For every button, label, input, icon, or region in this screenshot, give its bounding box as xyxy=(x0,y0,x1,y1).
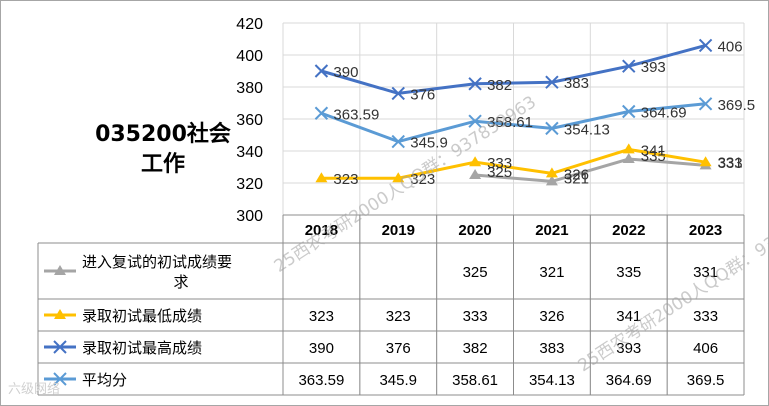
data-point xyxy=(698,97,713,111)
table-cell-value: 335 xyxy=(616,264,641,281)
legend-marker xyxy=(53,340,67,354)
series-line xyxy=(320,102,706,144)
data-label: 333 xyxy=(487,155,512,172)
data-label: 382 xyxy=(487,77,512,94)
table-cell-value: 333 xyxy=(693,308,718,325)
data-label: 325 xyxy=(487,164,512,181)
table-cell-value: 354.13 xyxy=(529,372,575,389)
data-point xyxy=(622,59,636,73)
data-point xyxy=(622,104,636,119)
table-cell-value: 345.9 xyxy=(379,372,417,389)
table-cell-value: 369.5 xyxy=(687,372,725,389)
data-point xyxy=(622,143,635,154)
table-cell-value: 364.69 xyxy=(606,372,652,389)
data-label: 323 xyxy=(410,171,435,188)
table-cell-value: 358.61 xyxy=(452,372,498,389)
y-tick-label: 300 xyxy=(236,208,263,225)
data-label: 369.5 xyxy=(718,97,756,114)
data-point xyxy=(545,167,558,178)
data-point xyxy=(698,38,713,53)
y-tick-label: 380 xyxy=(236,80,263,97)
y-tick-label: 360 xyxy=(236,112,263,129)
legend-label: 进入复试的初试成绩要 xyxy=(82,253,232,271)
table-cell-value: 331 xyxy=(693,264,718,281)
data-point xyxy=(315,172,328,183)
table-cell-value: 382 xyxy=(463,340,488,357)
table-cell-value: 321 xyxy=(539,264,564,281)
data-label: 376 xyxy=(410,86,435,103)
data-label: 345.9 xyxy=(410,135,448,152)
table-cell-value: 326 xyxy=(539,308,564,325)
data-point xyxy=(622,153,635,163)
data-point xyxy=(468,114,482,128)
legend-label-cont: 求 xyxy=(173,273,188,291)
data-label: 341 xyxy=(641,142,666,159)
data-label: 383 xyxy=(564,75,589,92)
table-cell-value: 323 xyxy=(386,308,411,325)
table-cell-value: 323 xyxy=(309,308,334,325)
logo: 六级网络 xyxy=(8,382,61,397)
table-cell-value: 406 xyxy=(693,340,718,357)
table-cell-value: 341 xyxy=(616,308,641,325)
x-tick-label: 2019 xyxy=(382,222,415,239)
chart-title-line1: 035200社会 xyxy=(95,122,231,147)
legend-marker xyxy=(54,265,66,275)
legend-marker xyxy=(53,372,67,386)
legend-label: 录取初试最高成绩 xyxy=(82,339,202,357)
x-tick-label: 2020 xyxy=(458,222,491,239)
data-label: 354.13 xyxy=(564,121,610,138)
data-label: 390 xyxy=(333,64,358,81)
data-label: 406 xyxy=(718,38,743,55)
data-label: 333 xyxy=(718,155,743,172)
chart-title-line2: 工作 xyxy=(140,152,185,177)
x-tick-label: 2023 xyxy=(689,222,722,239)
y-tick-label: 400 xyxy=(236,48,263,65)
data-point xyxy=(314,106,329,120)
data-label: 358.61 xyxy=(487,114,533,131)
table-cell-value: 383 xyxy=(539,340,564,357)
series-line xyxy=(474,157,706,183)
data-label: 364.69 xyxy=(641,104,687,121)
data-point xyxy=(391,134,405,149)
data-point xyxy=(545,75,559,89)
data-label: 331 xyxy=(718,154,743,171)
data-label: 321 xyxy=(564,170,589,187)
data-point xyxy=(391,86,405,101)
table-cell-value: 393 xyxy=(616,340,641,357)
data-point xyxy=(314,64,329,78)
legend-label: 录取初试最低成绩 xyxy=(82,307,202,325)
y-tick-label: 420 xyxy=(236,16,263,33)
legend-label: 平均分 xyxy=(82,371,127,389)
table-cell-value: 390 xyxy=(309,340,334,357)
data-point xyxy=(545,175,558,186)
data-point xyxy=(545,121,559,136)
y-tick-label: 340 xyxy=(236,144,263,161)
table-cell-value: 363.59 xyxy=(298,372,344,389)
data-label: 326 xyxy=(564,166,589,183)
data-point xyxy=(392,172,405,183)
table-cell-value: 325 xyxy=(463,264,488,281)
y-tick-label: 320 xyxy=(236,176,263,193)
series-line xyxy=(320,43,706,95)
x-tick-label: 2021 xyxy=(535,222,568,239)
table-cell-value: 333 xyxy=(463,308,488,325)
data-label: 393 xyxy=(641,59,666,76)
x-tick-label: 2018 xyxy=(305,222,338,239)
chart-title: 035200社会 工作 xyxy=(78,120,248,180)
legend-marker xyxy=(54,309,66,319)
data-label: 363.59 xyxy=(333,106,379,123)
data-point xyxy=(469,169,482,179)
data-point xyxy=(468,77,482,91)
data-point xyxy=(469,156,482,167)
data-label: 323 xyxy=(333,171,358,188)
series-line xyxy=(321,147,706,180)
x-tick-label: 2022 xyxy=(612,222,645,239)
table-cell-value: 376 xyxy=(386,340,411,357)
data-point xyxy=(699,156,712,167)
